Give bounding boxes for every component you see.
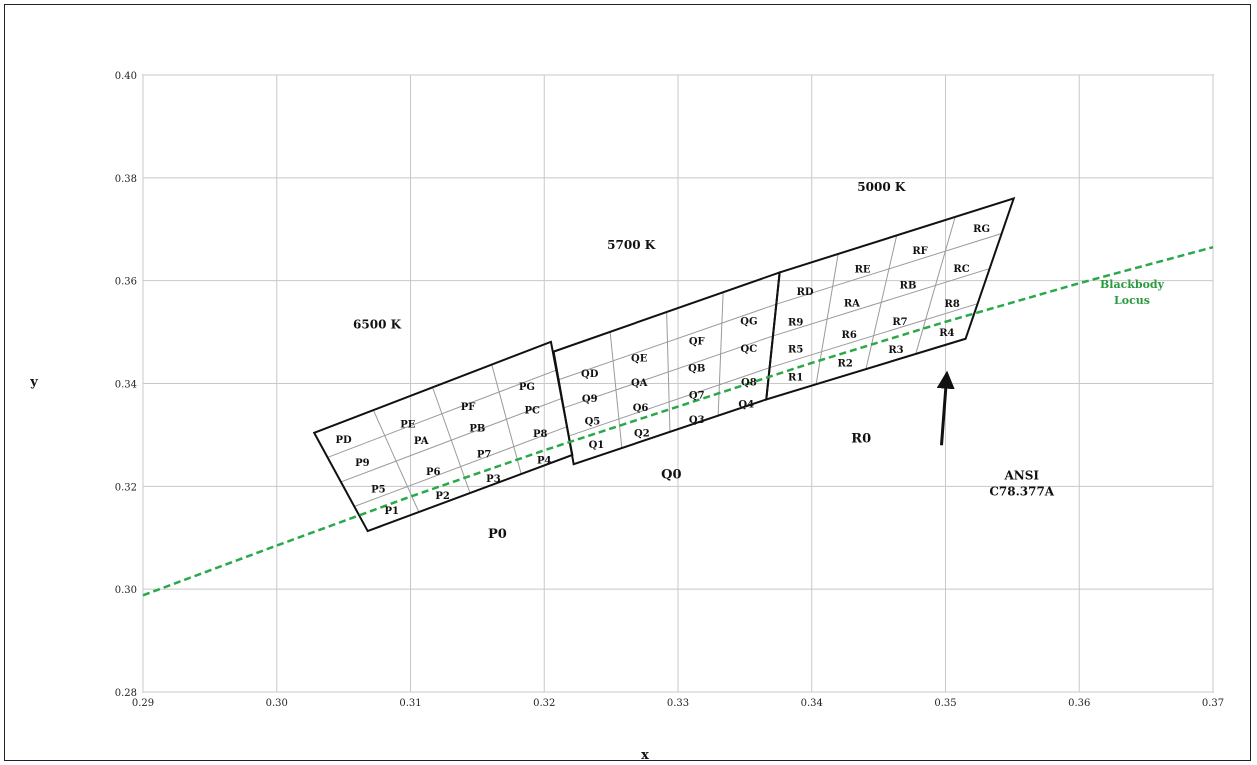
bin-label-r3: R3 bbox=[888, 345, 903, 356]
y-tick-label: 0.36 bbox=[115, 277, 137, 288]
bin-divider-vertical bbox=[491, 364, 522, 475]
bin-label-q4: Q4 bbox=[738, 400, 754, 411]
bin-divider-horizontal bbox=[563, 335, 774, 409]
bin-label-p2: P2 bbox=[435, 491, 450, 502]
bin-label-pc: PC bbox=[524, 406, 540, 417]
y-tick-label: 0.32 bbox=[115, 482, 137, 493]
bin-label-ra: RA bbox=[844, 298, 860, 309]
bin-label-p3: P3 bbox=[486, 474, 501, 485]
bin-label-p8: P8 bbox=[533, 429, 548, 440]
bin-label-qb: QB bbox=[688, 364, 705, 375]
axis-ticks: 0.29 0.30 0.31 0.32 0.33 0.34 0.35 0.36 0.37 0.28… bbox=[115, 71, 1224, 709]
bin-label-pd: PD bbox=[336, 435, 353, 446]
bin-label-q5: Q5 bbox=[585, 417, 601, 428]
bin-label-re: RE bbox=[855, 264, 871, 275]
x-tick-label: 0.33 bbox=[667, 698, 689, 709]
bin-label-p4: P4 bbox=[537, 456, 552, 467]
bin-label-rf: RF bbox=[912, 246, 927, 257]
bin-label-rg: RG bbox=[973, 224, 990, 235]
bin-label-r2: R2 bbox=[838, 358, 853, 369]
bin-label-r8: R8 bbox=[945, 299, 960, 310]
bin-label-pf: PF bbox=[461, 402, 476, 413]
bin-label-r7: R7 bbox=[892, 317, 907, 328]
y-tick-label: 0.28 bbox=[115, 688, 137, 699]
bin-divider-horizontal bbox=[568, 367, 770, 437]
bin-label-qf: QF bbox=[689, 336, 705, 347]
bin-label-rd: RD bbox=[797, 287, 814, 298]
bin-label-qe: QE bbox=[631, 353, 648, 364]
cct-label-p0: 6500 K bbox=[353, 317, 402, 331]
bin-label-rc: RC bbox=[953, 264, 969, 275]
ansi-arrow bbox=[936, 370, 955, 446]
bin-label-qc: QC bbox=[741, 344, 758, 355]
bin-label-qa: QA bbox=[631, 378, 648, 389]
bin-label-r9: R9 bbox=[788, 317, 803, 328]
bin-label-q7: Q7 bbox=[689, 390, 705, 401]
bin-group-r0 bbox=[765, 196, 1016, 401]
grid bbox=[142, 74, 1214, 693]
y-axis-label: y bbox=[29, 375, 38, 390]
bin-label-q8: Q8 bbox=[741, 377, 757, 388]
bin-label-p9: P9 bbox=[355, 458, 370, 469]
bin-label-rb: RB bbox=[900, 280, 917, 291]
bin-divider-vertical bbox=[915, 216, 956, 355]
x-tick-label: 0.32 bbox=[533, 698, 555, 709]
bin-label-p6: P6 bbox=[426, 467, 441, 478]
bin-label-r1: R1 bbox=[788, 372, 803, 383]
x-tick-label: 0.29 bbox=[132, 698, 154, 709]
x-axis-label: x bbox=[641, 748, 649, 763]
blackbody-locus-label: Blackbody bbox=[1100, 278, 1165, 291]
blackbody-locus-label: Locus bbox=[1114, 294, 1150, 307]
y-tick-label: 0.38 bbox=[115, 174, 137, 185]
y-tick-label: 0.34 bbox=[115, 380, 137, 391]
bin-label-pa: PA bbox=[414, 436, 429, 447]
bin-label-r4: R4 bbox=[939, 328, 954, 339]
bin-label-q2: Q2 bbox=[634, 428, 650, 439]
x-tick-label: 0.35 bbox=[934, 698, 956, 709]
bin-label-r5: R5 bbox=[788, 345, 803, 356]
cct-label-q0: 5700 K bbox=[607, 238, 656, 252]
bin-group-q0 bbox=[552, 270, 781, 466]
bin-divider-horizontal bbox=[772, 268, 990, 337]
bin-label-q9: Q9 bbox=[582, 394, 598, 405]
group-outline-r0 bbox=[765, 196, 1016, 401]
bin-label-pb: PB bbox=[469, 424, 485, 435]
bin-divider-horizontal bbox=[769, 303, 978, 369]
bin-label-pg: PG bbox=[519, 382, 535, 393]
chart-frame bbox=[4, 4, 1251, 761]
ansi-label: C78.377A bbox=[989, 485, 1054, 499]
y-tick-label: 0.30 bbox=[115, 585, 137, 596]
group-label-q0: Q0 bbox=[661, 468, 681, 483]
bin-divider-horizontal bbox=[340, 397, 562, 483]
bin-label-qd: QD bbox=[581, 369, 599, 380]
group-label-p0: P0 bbox=[488, 527, 507, 542]
bin-label-p7: P7 bbox=[477, 449, 492, 460]
group-label-r0: R0 bbox=[851, 432, 871, 447]
bin-groups bbox=[312, 196, 1016, 533]
bin-label-pe: PE bbox=[400, 420, 416, 431]
ansi-label: ANSI bbox=[1003, 469, 1039, 483]
x-tick-label: 0.30 bbox=[266, 698, 288, 709]
bin-label-qg: QG bbox=[740, 316, 757, 327]
bin-label-p1: P1 bbox=[385, 506, 399, 517]
bin-divider-horizontal bbox=[354, 426, 568, 507]
blackbody-locus-line bbox=[142, 245, 1214, 597]
blackbody-locus-layer bbox=[142, 245, 1214, 597]
bin-label-q3: Q3 bbox=[689, 415, 705, 426]
x-tick-label: 0.34 bbox=[801, 698, 823, 709]
x-tick-label: 0.31 bbox=[399, 698, 421, 709]
bin-label-r6: R6 bbox=[842, 330, 857, 341]
bin-divider-vertical bbox=[717, 292, 724, 416]
bin-label-q1: Q1 bbox=[589, 440, 605, 451]
labels: P1 P2 P3 P4 P5 P6 P7 P8 P9 PA PB PC PD PE PF PG P0 6500 K… bbox=[336, 180, 1165, 542]
x-tick-label: 0.36 bbox=[1068, 698, 1090, 709]
cct-label-r0: 5000 K bbox=[857, 180, 906, 194]
y-tick-label: 0.40 bbox=[115, 71, 137, 82]
bin-label-q6: Q6 bbox=[633, 403, 649, 414]
bin-label-p5: P5 bbox=[371, 484, 386, 495]
x-tick-label: 0.37 bbox=[1202, 698, 1224, 709]
